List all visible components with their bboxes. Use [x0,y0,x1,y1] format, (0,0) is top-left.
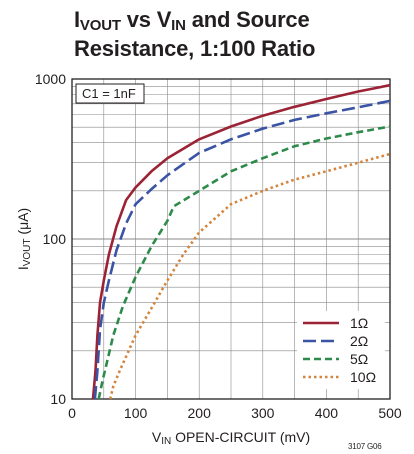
x-tick-label-300: 300 [251,405,275,421]
annotation-box [75,83,145,104]
y-axis-label: IVOUT (μA) [15,207,33,271]
x-axis-label: VIN OPEN-CIRCUIT (mV) [151,429,311,447]
figure-id: 3107 G06 [348,442,382,451]
x-tick-label-0: 0 [68,405,76,421]
legend-label-4: 10Ω [350,369,376,385]
x-tick-label-200: 200 [188,405,212,421]
series-line-4 [108,152,391,400]
legend-label-3: 5Ω [350,351,368,367]
y-tick-label-100: 100 [43,231,67,247]
series-line-1 [91,83,391,400]
y-tick-label-1000: 1000 [35,71,66,87]
series-line-2 [93,99,391,400]
x-tick-label-100: 100 [124,405,148,421]
x-tick-label-400: 400 [315,405,339,421]
annotation-text: C1 = 1nF [82,86,136,101]
plot-frame [71,78,391,400]
y-tick-label-10: 10 [50,391,66,407]
chart-title: IVOUT vs VIN and Source Resistance, 1:10… [74,7,316,61]
legend-label-1: 1Ω [350,315,368,331]
x-tick-label-500: 500 [378,405,402,421]
legend-label-2: 2Ω [350,333,368,349]
series-line-3 [97,125,391,400]
